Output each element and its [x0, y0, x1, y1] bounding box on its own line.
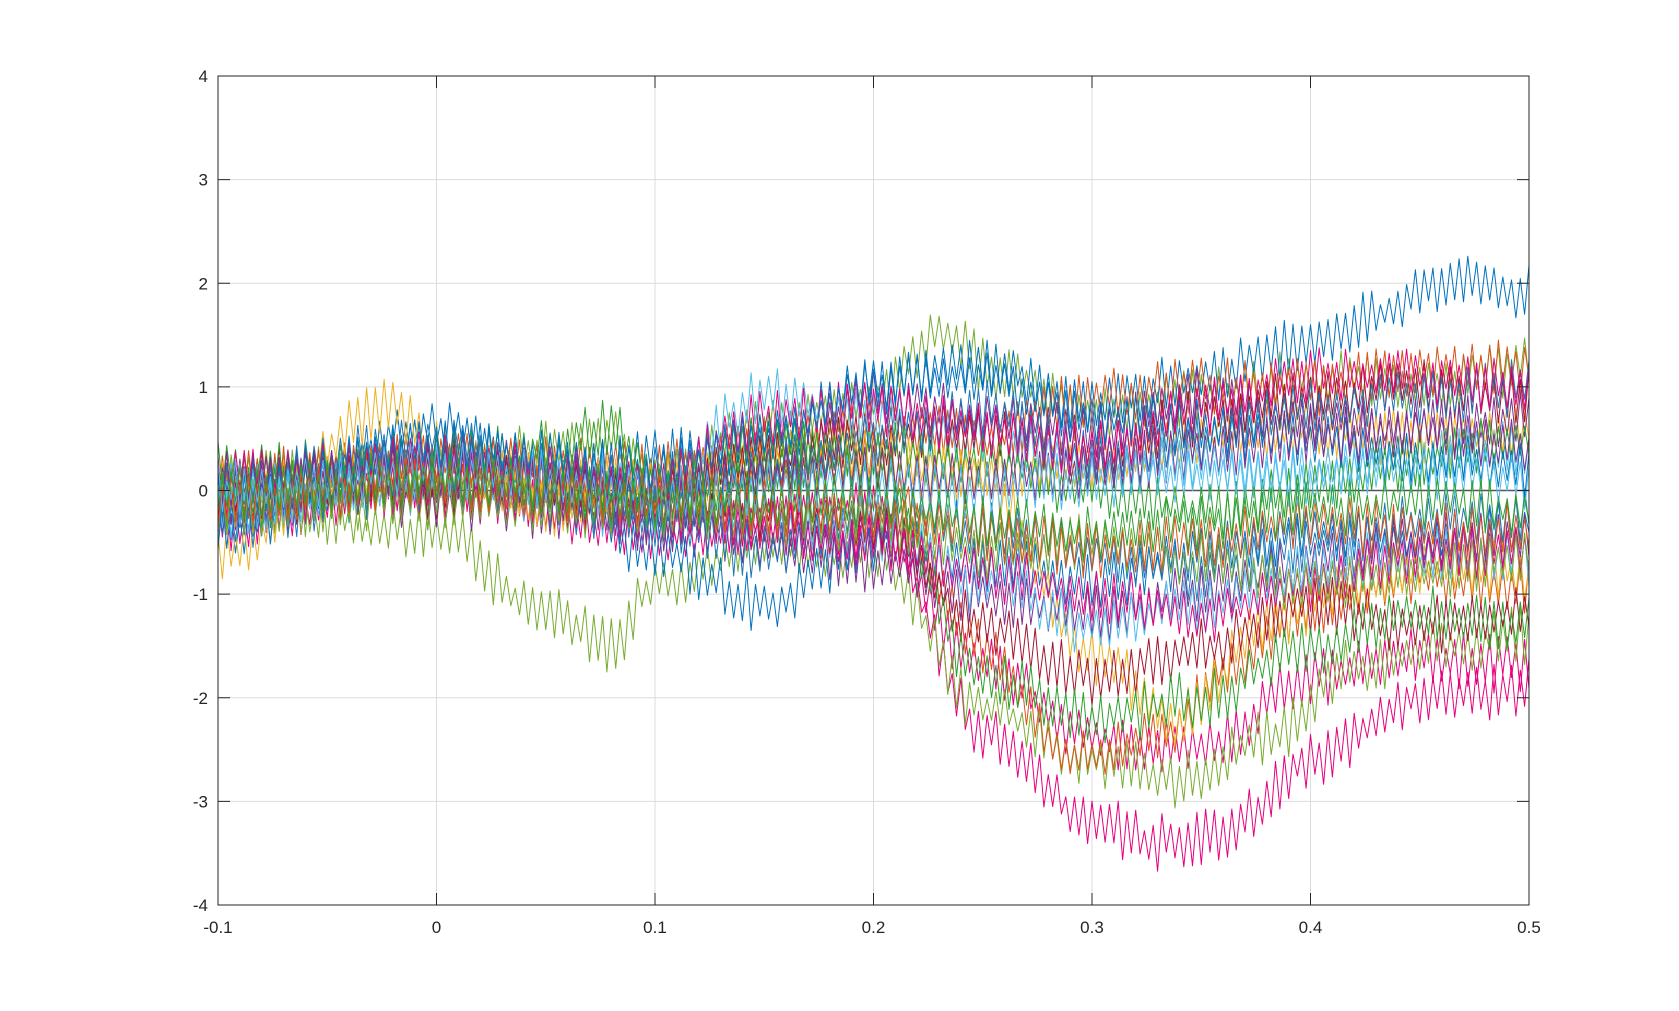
x-tick-label: 0.1: [643, 918, 667, 937]
series-line: [217, 450, 1530, 561]
series-line: [217, 463, 1530, 643]
y-tick-label: 1: [199, 378, 208, 397]
y-tick-label: -2: [193, 689, 208, 708]
series-line: [217, 339, 1530, 507]
series-lines: [217, 255, 1530, 872]
y-tick-label: -3: [193, 792, 208, 811]
x-axis-tick-labels: -0.1 0 0.1 0.2 0.3 0.4 0.5: [203, 918, 1540, 937]
y-tick-label: -1: [193, 585, 208, 604]
series-line: [217, 378, 1530, 745]
series-line: [217, 471, 1530, 611]
y-tick-label: 3: [199, 171, 208, 190]
series-line: [217, 455, 1530, 579]
x-tick-label: 0.4: [1299, 918, 1323, 937]
y-tick-label: 0: [199, 482, 208, 501]
x-tick-label: 0.5: [1517, 918, 1541, 937]
y-tick-label: -4: [193, 896, 208, 915]
y-tick-label: 4: [199, 67, 208, 86]
x-tick-label: 0: [432, 918, 441, 937]
x-tick-label: -0.1: [203, 918, 232, 937]
x-tick-label: 0.2: [862, 918, 886, 937]
series-line: [217, 359, 1530, 539]
axis-ticks: [217, 75, 1530, 906]
series-line: [217, 368, 1530, 539]
series-line: [217, 456, 1530, 643]
series-line: [217, 352, 1530, 510]
y-axis-tick-labels: 4 3 2 1 0 -1 -2 -3 -4: [193, 67, 208, 915]
y-tick-label: 2: [199, 274, 208, 293]
x-tick-label: 0.3: [1080, 918, 1104, 937]
series-line: [217, 437, 1530, 520]
series-line: [217, 399, 1530, 518]
